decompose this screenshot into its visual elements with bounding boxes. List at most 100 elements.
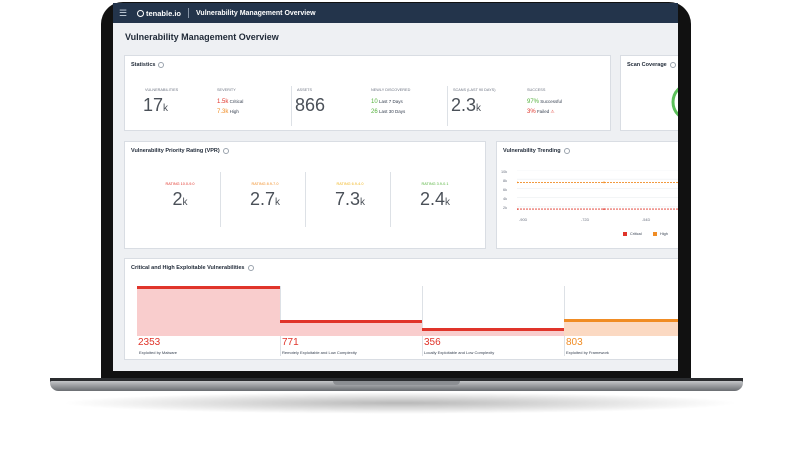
y-tick-label: 8k bbox=[503, 179, 508, 183]
page-title: Vulnerability Management Overview bbox=[125, 32, 279, 42]
laptop-shadow bbox=[60, 392, 740, 414]
exploit-value: 2353 bbox=[138, 337, 161, 348]
vpr-rating-high-label: RATING 8.9-7.0 bbox=[251, 182, 279, 186]
successful-label: Successful bbox=[540, 99, 563, 104]
divider bbox=[305, 172, 306, 227]
divider bbox=[447, 86, 448, 126]
divider bbox=[390, 172, 391, 227]
exploit-value: 803 bbox=[566, 337, 583, 348]
exploit-value: 356 bbox=[424, 337, 441, 348]
trend-chart-plot[interactable] bbox=[517, 170, 678, 216]
last30-value: 26 bbox=[371, 109, 378, 115]
info-icon[interactable] bbox=[222, 148, 229, 154]
vpr-unit: k bbox=[360, 197, 366, 208]
vpr-unit: k bbox=[445, 197, 451, 208]
exploit-caption: Exploited by Malware bbox=[139, 350, 178, 355]
x-tick-label: -54D bbox=[642, 218, 651, 222]
success-successful[interactable]: 97% Successful bbox=[527, 99, 562, 105]
info-icon[interactable] bbox=[158, 62, 165, 68]
coverage-donut[interactable] bbox=[661, 78, 678, 128]
severity-critical[interactable]: 1.5k Critical bbox=[217, 99, 243, 105]
data-point-critical[interactable] bbox=[603, 208, 605, 210]
laptop-hinge bbox=[50, 378, 743, 383]
vpr-rating-medium-label: RATING 6.9-4.0 bbox=[336, 182, 364, 186]
vpr-rating-high-value[interactable]: 2.7k bbox=[230, 189, 300, 210]
newly-discovered-label: NEWLY DISCOVERED bbox=[371, 88, 411, 92]
high-label: High bbox=[229, 109, 239, 114]
vulnerabilities-unit: k bbox=[163, 103, 169, 114]
header-divider bbox=[188, 8, 190, 18]
info-icon[interactable] bbox=[669, 62, 676, 68]
card-title: Statistics bbox=[131, 62, 165, 68]
exploit-bar-framework[interactable] bbox=[564, 319, 678, 336]
success-label: SUCCESS bbox=[527, 88, 546, 92]
scans-unit: k bbox=[476, 103, 482, 114]
legend-high[interactable]: High bbox=[653, 232, 668, 236]
exploitable-title: Critical and High Exploitable Vulnerabil… bbox=[131, 265, 245, 271]
exploit-bar-remote[interactable] bbox=[280, 320, 422, 336]
successful-value: 97% bbox=[527, 99, 540, 105]
scan-coverage-title: Scan Coverage bbox=[627, 62, 667, 68]
critical-value: 1.5k bbox=[217, 99, 229, 105]
legend-swatch bbox=[653, 232, 657, 236]
y-tick-label: 6k bbox=[503, 188, 508, 192]
scans-value[interactable]: 2.3k bbox=[451, 95, 481, 116]
card-title: Vulnerability Priority Rating (VPR) bbox=[131, 148, 229, 154]
success-failed[interactable]: 3% Failed ⚠ bbox=[527, 109, 555, 115]
legend-label: High bbox=[660, 232, 668, 236]
card-title: Critical and High Exploitable Vulnerabil… bbox=[131, 265, 254, 271]
exploit-bar-local[interactable] bbox=[422, 328, 564, 336]
card-title: Vulnerability Trending bbox=[503, 148, 570, 154]
last30-label: Last 30 Days bbox=[378, 109, 406, 114]
top-navigation-bar: ☰ tenable.io Vulnerability Management Ov… bbox=[113, 3, 678, 23]
vpr-number: 2.4 bbox=[419, 189, 446, 209]
vpr-rating-critical-value[interactable]: 2k bbox=[145, 189, 215, 210]
vpr-title: Vulnerability Priority Rating (VPR) bbox=[131, 148, 220, 154]
exploit-caption: Remotely Exploitable and Low Complexity bbox=[282, 350, 357, 355]
vpr-number: 2 bbox=[172, 189, 183, 209]
info-icon[interactable] bbox=[563, 148, 570, 154]
app-logo[interactable]: tenable.io bbox=[137, 9, 181, 18]
data-point-high[interactable] bbox=[517, 181, 518, 184]
logo-text: tenable.io bbox=[146, 8, 182, 18]
divider bbox=[422, 286, 423, 356]
newly-last30[interactable]: 26 Last 30 Days bbox=[371, 109, 405, 115]
vulnerabilities-value[interactable]: 17k bbox=[143, 95, 168, 116]
assets-value[interactable]: 866 bbox=[295, 95, 326, 115]
data-point-high[interactable] bbox=[603, 181, 605, 184]
failed-label: Failed bbox=[536, 109, 550, 114]
vulnerabilities-number: 17 bbox=[143, 95, 164, 115]
divider bbox=[220, 172, 221, 227]
screen: ☰ tenable.io Vulnerability Management Ov… bbox=[113, 3, 678, 371]
failed-value: 3% bbox=[527, 109, 536, 115]
newly-last7[interactable]: 10 Last 7 Days bbox=[371, 99, 403, 105]
vpr-unit: k bbox=[182, 197, 188, 208]
vulnerabilities-label: VULNERABILITIES bbox=[145, 88, 179, 92]
vpr-rating-low-value[interactable]: 2.4k bbox=[400, 189, 470, 210]
x-tick-label: -90D bbox=[519, 218, 528, 222]
scans-label: SCANS (LAST 90 DAYS) bbox=[453, 88, 496, 92]
y-tick-label: 4k bbox=[503, 197, 508, 201]
vpr-rating-low-label: RATING 3.9-0.1 bbox=[421, 182, 449, 186]
last7-value: 10 bbox=[371, 99, 378, 105]
exploit-value: 771 bbox=[282, 337, 299, 348]
scans-number: 2.3 bbox=[451, 95, 477, 115]
legend-label: Critical bbox=[630, 232, 642, 236]
x-tick-label: -72D bbox=[581, 218, 590, 222]
vpr-number: 2.7 bbox=[249, 189, 276, 209]
info-icon[interactable] bbox=[247, 265, 254, 271]
hamburger-icon[interactable]: ☰ bbox=[119, 7, 128, 18]
vpr-rating-medium-value[interactable]: 7.3k bbox=[315, 189, 385, 210]
data-point-critical[interactable] bbox=[517, 208, 518, 210]
legend-critical[interactable]: Critical bbox=[623, 232, 642, 236]
exploit-bar-malware[interactable] bbox=[137, 286, 280, 336]
nav-title: Vulnerability Management Overview bbox=[196, 9, 316, 17]
exploit-caption: Locally Exploitable and Low Complexity bbox=[424, 350, 495, 355]
critical-label: Critical bbox=[229, 99, 244, 104]
high-value: 7.3k bbox=[217, 109, 229, 115]
last7-label: Last 7 Days bbox=[378, 99, 403, 104]
severity-high[interactable]: 7.3k High bbox=[217, 109, 239, 115]
laptop-base bbox=[50, 381, 743, 391]
card-title: Scan Coverage bbox=[627, 62, 676, 68]
exploit-caption: Exploited by Framework bbox=[566, 350, 609, 355]
